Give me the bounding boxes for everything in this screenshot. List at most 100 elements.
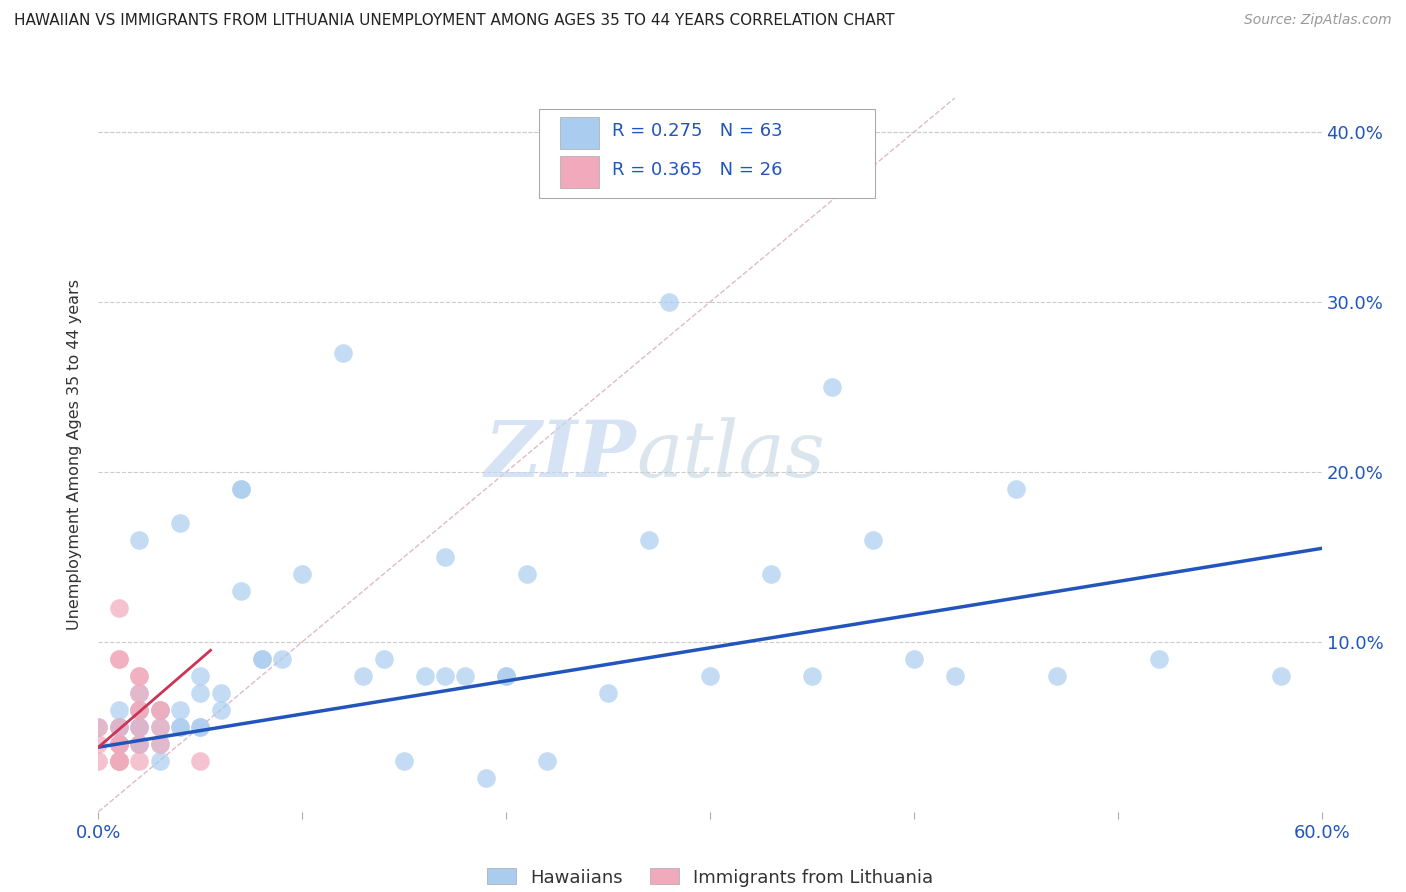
Point — [108, 652, 131, 666]
Point — [128, 533, 150, 547]
Point — [454, 669, 477, 683]
Text: Source: ZipAtlas.com: Source: ZipAtlas.com — [1244, 13, 1392, 28]
Point — [188, 720, 212, 734]
Point — [149, 703, 172, 717]
Point — [291, 566, 314, 581]
Text: ZIP: ZIP — [485, 417, 637, 493]
Point — [108, 754, 131, 768]
Point — [169, 516, 191, 530]
Point — [761, 566, 783, 581]
Point — [516, 566, 538, 581]
Point — [108, 652, 131, 666]
Point — [128, 669, 150, 683]
Point — [188, 686, 212, 700]
Point — [87, 754, 110, 768]
Point — [862, 533, 884, 547]
Point — [1270, 669, 1292, 683]
Point — [128, 686, 150, 700]
Point — [821, 380, 844, 394]
Point — [128, 703, 150, 717]
Point — [209, 703, 232, 717]
Point — [128, 737, 150, 751]
Point — [128, 669, 150, 683]
Point — [1004, 482, 1026, 496]
Text: R = 0.365   N = 26: R = 0.365 N = 26 — [612, 161, 783, 178]
Point — [209, 686, 232, 700]
Point — [108, 737, 131, 751]
Point — [332, 346, 354, 360]
Point — [87, 737, 110, 751]
Point — [188, 720, 212, 734]
Point — [1045, 669, 1069, 683]
Point — [149, 703, 172, 717]
Point — [149, 737, 172, 751]
Point — [474, 771, 498, 785]
Point — [250, 652, 273, 666]
Point — [108, 754, 131, 768]
Point — [108, 754, 131, 768]
FancyBboxPatch shape — [538, 109, 875, 198]
Point — [169, 703, 191, 717]
Point — [149, 737, 172, 751]
Point — [128, 737, 150, 751]
Point — [108, 737, 131, 751]
Point — [149, 754, 172, 768]
Point — [536, 754, 558, 768]
Point — [638, 533, 661, 547]
Point — [598, 686, 620, 700]
Point — [128, 686, 150, 700]
Point — [188, 669, 212, 683]
Point — [108, 720, 131, 734]
Point — [169, 720, 191, 734]
Point — [1147, 652, 1170, 666]
Y-axis label: Unemployment Among Ages 35 to 44 years: Unemployment Among Ages 35 to 44 years — [67, 279, 83, 631]
Point — [149, 720, 172, 734]
Point — [188, 754, 212, 768]
Text: R = 0.275   N = 63: R = 0.275 N = 63 — [612, 122, 783, 140]
Point — [250, 652, 273, 666]
Point — [270, 652, 294, 666]
Text: atlas: atlas — [637, 417, 825, 493]
Point — [392, 754, 416, 768]
Point — [108, 737, 131, 751]
Point — [128, 754, 150, 768]
Point — [149, 720, 172, 734]
Point — [108, 737, 131, 751]
Point — [658, 295, 681, 310]
Point — [495, 669, 517, 683]
Point — [352, 669, 374, 683]
Bar — [560, 117, 599, 149]
Point — [413, 669, 436, 683]
Point — [149, 703, 172, 717]
Point — [128, 720, 150, 734]
Point — [87, 720, 110, 734]
Point — [801, 669, 824, 683]
Bar — [560, 156, 599, 188]
Point — [943, 669, 966, 683]
Point — [231, 482, 253, 496]
Point — [108, 720, 131, 734]
Point — [108, 600, 131, 615]
Point — [128, 720, 150, 734]
Point — [231, 583, 253, 598]
Point — [434, 669, 457, 683]
Point — [495, 669, 517, 683]
Point — [434, 549, 457, 564]
Point — [128, 703, 150, 717]
Point — [108, 737, 131, 751]
Point — [87, 720, 110, 734]
Point — [903, 652, 925, 666]
Point — [373, 652, 395, 666]
Point — [108, 703, 131, 717]
Point — [128, 720, 150, 734]
Legend: Hawaiians, Immigrants from Lithuania: Hawaiians, Immigrants from Lithuania — [479, 861, 941, 892]
Point — [128, 737, 150, 751]
Text: HAWAIIAN VS IMMIGRANTS FROM LITHUANIA UNEMPLOYMENT AMONG AGES 35 TO 44 YEARS COR: HAWAIIAN VS IMMIGRANTS FROM LITHUANIA UN… — [14, 13, 894, 29]
Point — [699, 669, 721, 683]
Point — [169, 720, 191, 734]
Point — [108, 737, 131, 751]
Point — [128, 703, 150, 717]
Point — [108, 720, 131, 734]
Point — [231, 482, 253, 496]
Point — [108, 754, 131, 768]
